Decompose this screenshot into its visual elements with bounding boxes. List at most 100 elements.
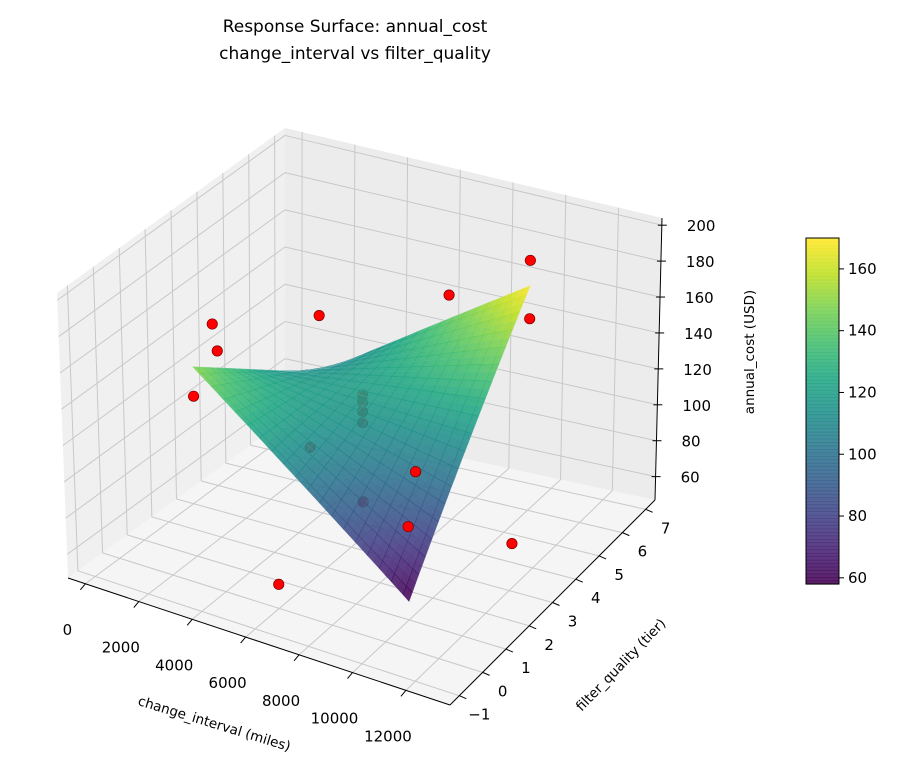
colorbar-segment bbox=[806, 504, 839, 508]
x-tick-mark bbox=[241, 637, 246, 643]
colorbar-segment bbox=[806, 335, 839, 339]
x-tick-mark bbox=[347, 673, 352, 679]
z-axis-label: annual_cost (USD) bbox=[742, 290, 758, 414]
y-tick-label: 1 bbox=[521, 659, 531, 677]
colorbar-segment bbox=[806, 539, 839, 543]
colorbar-segment bbox=[806, 473, 839, 477]
colorbar-segment bbox=[806, 439, 839, 443]
colorbar-segment bbox=[806, 342, 839, 346]
y-tick-mark bbox=[553, 603, 560, 606]
colorbar-segment bbox=[806, 532, 839, 536]
colorbar-segment bbox=[806, 408, 839, 412]
colorbar-segment bbox=[806, 273, 839, 277]
colorbar-segment bbox=[806, 432, 839, 436]
colorbar-segment bbox=[806, 376, 839, 380]
colorbar-segment bbox=[806, 442, 839, 446]
z-tick-label: 180 bbox=[686, 253, 715, 271]
colorbar-segment bbox=[806, 449, 839, 453]
colorbar-segment bbox=[806, 463, 839, 467]
data-point bbox=[207, 319, 217, 329]
colorbar-segment bbox=[806, 373, 839, 377]
x-tick-label: 10000 bbox=[311, 710, 359, 728]
colorbar-segment bbox=[806, 536, 839, 540]
x-tick-label: 2000 bbox=[102, 639, 140, 657]
data-point bbox=[212, 346, 222, 356]
colorbar-segment bbox=[806, 560, 839, 564]
colorbar-segment bbox=[806, 359, 839, 363]
colorbar-segment bbox=[806, 314, 839, 318]
colorbar-segment bbox=[806, 466, 839, 470]
colorbar-tick-label: 140 bbox=[848, 322, 877, 340]
x-tick-label: 0 bbox=[63, 621, 73, 639]
colorbar-segment bbox=[806, 428, 839, 432]
colorbar-segment bbox=[806, 245, 839, 249]
colorbar-segment bbox=[806, 401, 839, 405]
colorbar-segment bbox=[806, 293, 839, 297]
colorbar-segment bbox=[806, 248, 839, 252]
x-tick-label: 6000 bbox=[209, 674, 247, 692]
colorbar-segment bbox=[806, 290, 839, 294]
colorbar-segment bbox=[806, 425, 839, 429]
colorbar-segment bbox=[806, 570, 839, 574]
x-tick-mark bbox=[401, 690, 406, 696]
colorbar-segment bbox=[806, 418, 839, 422]
colorbar-segment bbox=[806, 380, 839, 384]
colorbar-segment bbox=[806, 345, 839, 349]
x-tick-label: 4000 bbox=[155, 656, 193, 674]
colorbar-segment bbox=[806, 331, 839, 335]
colorbar-segment bbox=[806, 363, 839, 367]
colorbar-segment bbox=[806, 453, 839, 457]
colorbar-segment bbox=[806, 262, 839, 266]
y-tick-label: 4 bbox=[591, 589, 601, 607]
colorbar-segment bbox=[806, 397, 839, 401]
chart-title-line-2: change_interval vs filter_quality bbox=[219, 44, 491, 64]
colorbar-segment bbox=[806, 349, 839, 353]
colorbar-segment bbox=[806, 515, 839, 519]
colorbar-segment bbox=[806, 494, 839, 498]
colorbar-segment bbox=[806, 470, 839, 474]
colorbar-tick-label: 120 bbox=[848, 383, 877, 401]
colorbar-segment bbox=[806, 459, 839, 463]
colorbar-segment bbox=[806, 511, 839, 515]
colorbar-segment bbox=[806, 477, 839, 481]
colorbar-segment bbox=[806, 404, 839, 408]
colorbar-segment bbox=[806, 369, 839, 373]
colorbar-segment bbox=[806, 491, 839, 495]
colorbar-segment bbox=[806, 321, 839, 325]
y-tick-mark bbox=[576, 579, 583, 582]
z-tick-label: 160 bbox=[685, 289, 714, 307]
data-point bbox=[525, 255, 535, 265]
y-axis-label: filter_quality (tier) bbox=[573, 616, 669, 715]
colorbar-tick-label: 80 bbox=[848, 507, 867, 525]
z-tick-label: 120 bbox=[683, 361, 712, 379]
colorbar-segment bbox=[806, 286, 839, 290]
colorbar-segment bbox=[806, 352, 839, 356]
colorbar-segment bbox=[806, 553, 839, 557]
y-tick-mark bbox=[599, 556, 606, 559]
z-tick-label: 140 bbox=[684, 325, 713, 343]
colorbar-tick-label: 160 bbox=[848, 260, 877, 278]
colorbar-segment bbox=[806, 435, 839, 439]
colorbar-segment bbox=[806, 525, 839, 529]
colorbar-segment bbox=[806, 276, 839, 280]
colorbar-segment bbox=[806, 266, 839, 270]
colorbar-segment bbox=[806, 574, 839, 578]
colorbar-segment bbox=[806, 518, 839, 522]
y-tick-label: 7 bbox=[661, 519, 671, 537]
colorbar-segment bbox=[806, 241, 839, 245]
colorbar-segment bbox=[806, 529, 839, 533]
data-point bbox=[524, 314, 534, 324]
colorbar-segment bbox=[806, 307, 839, 311]
colorbar-segment bbox=[806, 549, 839, 553]
colorbar-segment bbox=[806, 311, 839, 315]
x-tick-mark bbox=[294, 655, 299, 661]
colorbar-segment bbox=[806, 394, 839, 398]
z-tick-label: 80 bbox=[681, 433, 700, 451]
y-tick-label: 3 bbox=[568, 613, 578, 631]
colorbar-segment bbox=[806, 387, 839, 391]
colorbar-segment bbox=[806, 567, 839, 571]
colorbar-segment bbox=[806, 356, 839, 360]
colorbar-segment bbox=[806, 297, 839, 301]
